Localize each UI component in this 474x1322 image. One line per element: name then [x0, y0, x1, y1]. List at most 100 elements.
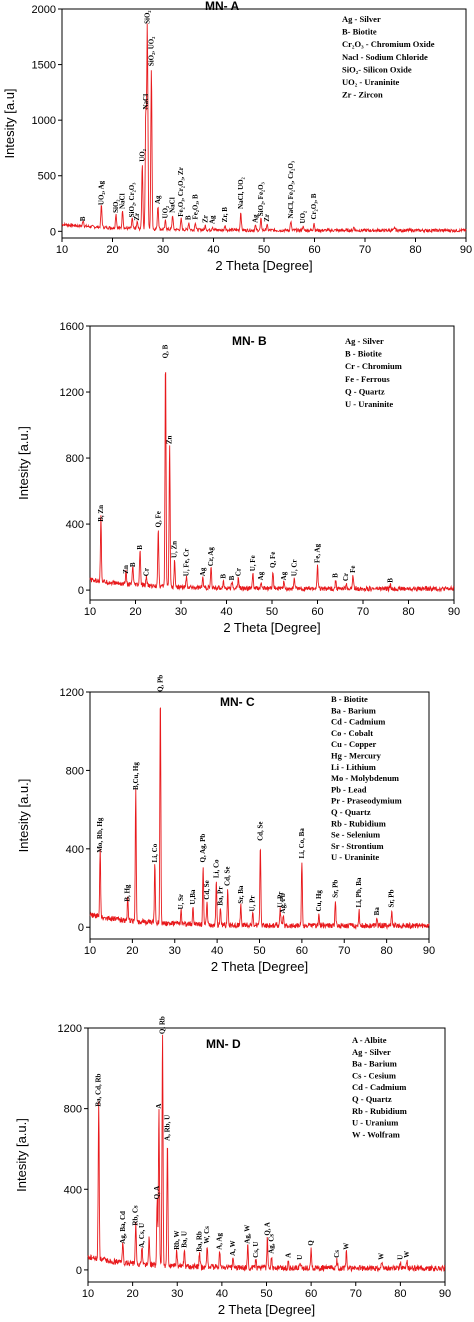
peak-label: Q, A: [263, 1222, 271, 1236]
peak-label: W: [403, 1251, 411, 1258]
x-tick-label: 30: [175, 606, 187, 618]
legend-entry: Nacl - Sodium Chloride: [342, 52, 428, 62]
x-tick-label: 80: [394, 1288, 406, 1300]
peak-label: Cs: [333, 1250, 341, 1258]
y-tick-label: 1600: [60, 321, 84, 333]
y-tick-label: 800: [66, 765, 84, 777]
legend-entry: Ba - Barium: [352, 1059, 397, 1069]
peak-label: B: [332, 573, 340, 578]
peak-label: Ag: [208, 215, 216, 224]
chart-panel-a: 10 20 30 40 50 60 70 80 90 0 500 1000 1500 2000 2 Thet…: [2, 0, 472, 273]
peak-label: SiO₂, UO₂: [147, 37, 155, 66]
legend-entry: Cd - Cadmium: [352, 1082, 406, 1092]
x-axis-title: 2 Theta [Degree]: [218, 1302, 315, 1317]
x-tick-label: 70: [359, 244, 371, 256]
x-tick-label: 60: [305, 1288, 317, 1300]
legend-entry: Cr - Chromium: [345, 361, 402, 371]
peak-label: NaCl, UO₂: [237, 177, 245, 209]
x-tick-label: 70: [350, 1288, 362, 1300]
y-tick-label: 1000: [32, 115, 56, 127]
xrd-pattern-line: [87, 1034, 446, 1273]
peak-label: Cd, Se: [203, 880, 211, 899]
xrd-pattern-line: [61, 23, 467, 234]
x-tick-label: 20: [129, 606, 141, 618]
peak-label: Ag: [199, 567, 207, 576]
x-tick-label: 20: [106, 244, 118, 256]
legend-entry: Mo - Molybdenum: [331, 773, 399, 783]
legend-entry: Q - Quartz: [345, 386, 385, 396]
peak-label: Q, Fe: [154, 511, 162, 527]
peak-label: Cr, Ag: [207, 547, 215, 567]
peak-label: Li, Co, Ba: [298, 828, 306, 859]
legend-entry: Cs - Cesium: [352, 1070, 396, 1080]
peak-label: SiO₂, Fe₂O₃: [257, 182, 265, 216]
legend-entry: Ag - Silver: [345, 336, 384, 346]
x-tick-label: 10: [82, 1288, 94, 1300]
x-axis-title: 2 Theta [Degree]: [211, 959, 308, 974]
peak-label: Ag, W: [244, 1225, 252, 1244]
y-tick-label: 1500: [32, 60, 56, 72]
x-tick-label: 70: [338, 945, 350, 957]
peak-label: Mo, Rb, Hg: [96, 817, 104, 853]
legend-entry: Rb - Rubidium: [352, 1106, 407, 1116]
peak-label: NaCl: [169, 197, 177, 213]
y-axis-title: Intesity [a.u.]: [14, 1118, 29, 1192]
y-tick-label: 1200: [60, 387, 84, 399]
legend-entry: Cr₂O₃ - Chromium Oxide: [342, 39, 435, 49]
peak-label: A, Cs, U: [138, 1223, 146, 1248]
peak-label: Ag: [154, 195, 162, 204]
x-tick-label: 40: [207, 244, 219, 256]
y-tick-label: 0: [76, 1265, 82, 1277]
peak-label: Ag: [257, 571, 265, 580]
peak-label: UO₂, Ag: [97, 180, 105, 205]
x-tick-label: 80: [381, 945, 393, 957]
peak-label: U: [296, 1255, 304, 1260]
legend-entry: Pr - Praseodymium: [331, 796, 402, 806]
legend-entry: Cd - Cadmium: [331, 717, 385, 727]
x-tick-label: 50: [266, 606, 278, 618]
peak-label: Ag, Cs: [267, 1234, 275, 1254]
peak-label: Fe₂O₃, Cr₂O₃, Zr: [177, 167, 185, 217]
peak-label: Cs, U: [252, 1241, 260, 1257]
y-tick-label: 2000: [32, 4, 56, 16]
peak-label: Q, Ag, Pb: [199, 834, 207, 863]
peak-label: U, Fe, Cr: [182, 549, 190, 577]
x-axis-title: 2 Theta [Degree]: [223, 620, 320, 635]
x-tick-label: 90: [423, 945, 435, 957]
y-tick-label: 800: [64, 1104, 82, 1116]
peak-label: Ag, Ba, Cd: [119, 1211, 127, 1244]
legend-entry: Ag - Silver: [352, 1047, 391, 1057]
y-tick-label: 0: [78, 585, 84, 597]
peak-label: W, Cs: [203, 1226, 211, 1244]
peak-label: Li, Pb, Ba: [355, 877, 363, 907]
legend-entry: SiO₂- Silicon Oxide: [342, 64, 412, 74]
x-tick-label: 90: [448, 606, 460, 618]
peak-label: Ag: [251, 214, 259, 223]
panel-title: MN- A: [205, 0, 240, 13]
x-tick-label: 10: [84, 945, 96, 957]
legend-entry: Sr - Strontium: [331, 841, 384, 851]
peak-label: Ba, Pr: [217, 887, 225, 906]
legend-entry: W - Wolfram: [352, 1129, 400, 1139]
legend-entry: U - Uranium: [352, 1118, 398, 1128]
peak-label: B: [386, 578, 394, 583]
legend-entry: Cu - Copper: [331, 739, 377, 749]
chart-panel-c: 10 20 30 40 50 60 70 80 90 0 400 800 1200 2 Theta [De…: [16, 675, 435, 974]
peak-label: Zn: [122, 565, 130, 574]
legend-entry: Co - Cobalt: [331, 728, 373, 738]
peak-label: Fe₂O₃, B: [191, 194, 199, 220]
legend-entry: Rb - Rubidium: [331, 818, 386, 828]
legend-entry: Zr - Zircon: [342, 90, 383, 100]
peak-label: Li, Co: [151, 843, 159, 862]
peak-label: Zr: [201, 215, 209, 223]
y-axis-title: Intesity [a.u.]: [16, 426, 31, 500]
legend-entry: Hg - Mercury: [331, 751, 382, 761]
chart-panel-d: 10 20 30 40 50 60 70 80 90 0 400 800 1200 2 Theta [De…: [14, 1016, 451, 1317]
peak-label: Sr, Pb: [331, 880, 339, 898]
legend-entry: Li - Lithium: [331, 762, 376, 772]
y-tick-label: 0: [78, 922, 84, 934]
peak-label: Zr: [133, 213, 141, 221]
peak-label: NaCl: [119, 193, 127, 209]
legend-entry: U - Uraninite: [345, 399, 393, 409]
x-tick-label: 60: [308, 244, 320, 256]
